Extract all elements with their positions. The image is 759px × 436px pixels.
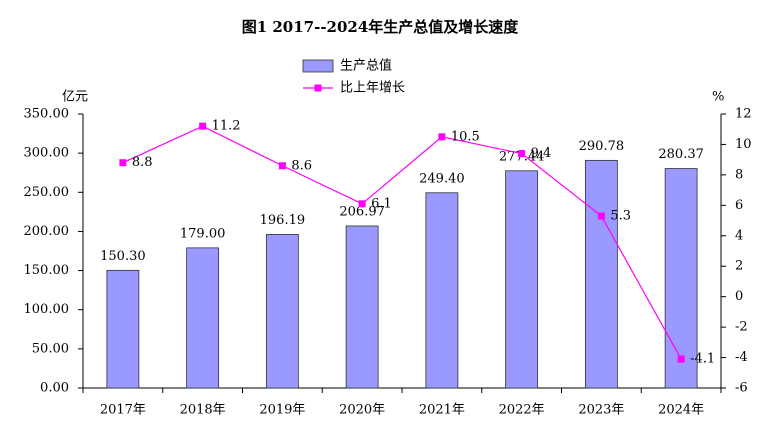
bar-value-label: 150.30 bbox=[100, 249, 146, 264]
bar-value-label: 196.19 bbox=[260, 213, 306, 228]
y2-tick-label: 2 bbox=[735, 259, 743, 274]
y2-tick-label: 10 bbox=[735, 137, 752, 152]
legend-label: 生产总值 bbox=[340, 58, 392, 74]
y-axis-label: 亿元 bbox=[62, 90, 88, 105]
y2-axis-label: % bbox=[712, 90, 724, 105]
x-tick-label: 2017年 bbox=[100, 403, 146, 418]
bar bbox=[106, 269, 140, 389]
y2-tick-label: 0 bbox=[735, 289, 743, 304]
y-tick-label: 0.00 bbox=[40, 381, 69, 396]
bar bbox=[265, 234, 299, 389]
y-tick-label: 350.00 bbox=[24, 107, 70, 122]
y2-tick-label: -6 bbox=[735, 381, 748, 396]
y-tick-label: 100.00 bbox=[24, 302, 70, 317]
legend-label: 比上年增长 bbox=[340, 81, 405, 96]
line-marker bbox=[677, 355, 685, 363]
line-value-label: 10.5 bbox=[451, 129, 480, 144]
y2-tick-label: -4 bbox=[735, 350, 748, 365]
bar bbox=[345, 225, 379, 389]
line-marker bbox=[518, 150, 526, 158]
line-value-label: 11.2 bbox=[212, 119, 241, 134]
bar bbox=[584, 159, 618, 389]
x-tick-label: 2022年 bbox=[499, 403, 545, 418]
y-tick-label: 250.00 bbox=[24, 185, 70, 200]
line-value-label: 5.3 bbox=[610, 208, 631, 223]
y-tick-label: 50.00 bbox=[32, 341, 69, 356]
y2-tick-label: 8 bbox=[735, 167, 743, 182]
bar-value-label: 290.78 bbox=[579, 139, 625, 154]
x-tick-label: 2019年 bbox=[259, 403, 305, 418]
y-tick-label: 150.00 bbox=[24, 263, 70, 278]
line-marker bbox=[438, 133, 446, 141]
bar-value-label: 206.97 bbox=[339, 204, 385, 219]
line-marker bbox=[358, 200, 366, 208]
line-value-label: -4.1 bbox=[690, 352, 715, 367]
line-marker bbox=[278, 162, 286, 170]
line-value-label: 8.8 bbox=[132, 155, 153, 170]
x-tick-label: 2021年 bbox=[419, 403, 465, 418]
y2-tick-label: 12 bbox=[735, 107, 752, 122]
x-tick-label: 2024年 bbox=[658, 403, 704, 418]
legend-swatch bbox=[302, 59, 334, 73]
bar-value-label: 179.00 bbox=[180, 226, 226, 241]
bar bbox=[186, 247, 220, 389]
bar bbox=[505, 170, 539, 389]
x-tick-label: 2020年 bbox=[339, 403, 385, 418]
line-marker bbox=[597, 212, 605, 220]
chart-title: 图1 2017--2024年生产总值及增长速度 bbox=[242, 18, 520, 36]
bar bbox=[425, 192, 459, 389]
y2-tick-label: -2 bbox=[735, 320, 748, 335]
line-value-label: 6.1 bbox=[371, 196, 392, 211]
line bbox=[122, 125, 682, 360]
bar-value-label: 280.37 bbox=[658, 147, 704, 162]
x-tick-label: 2018年 bbox=[180, 403, 226, 418]
line-value-label: 9.4 bbox=[531, 146, 552, 161]
line-marker bbox=[119, 159, 127, 167]
y-tick-label: 300.00 bbox=[24, 146, 70, 161]
y2-tick-label: 4 bbox=[735, 228, 743, 243]
x-tick-label: 2023年 bbox=[578, 403, 624, 418]
legend-marker bbox=[314, 84, 322, 92]
bar-value-label: 249.40 bbox=[419, 171, 465, 186]
line-value-label: 8.6 bbox=[291, 158, 312, 173]
y-tick-label: 200.00 bbox=[24, 224, 70, 239]
line-marker bbox=[199, 122, 207, 130]
bar bbox=[664, 168, 698, 389]
y2-tick-label: 6 bbox=[735, 198, 743, 213]
